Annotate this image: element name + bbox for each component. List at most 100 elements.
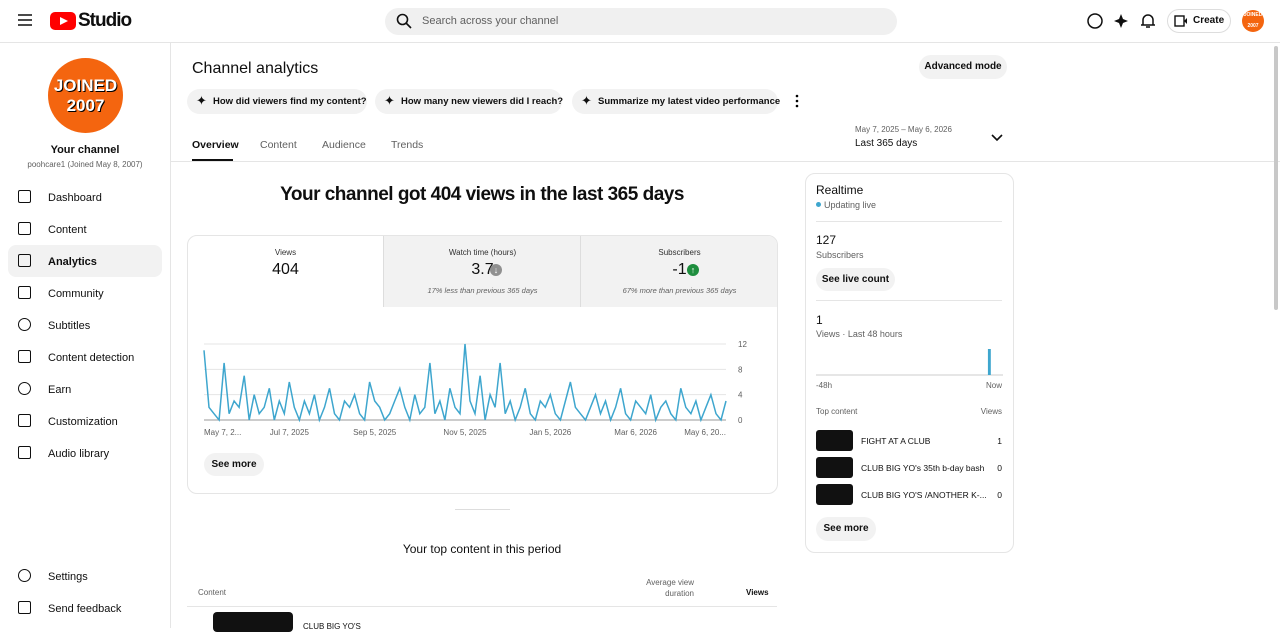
rt-row-title[interactable]: CLUB BIG YO'S /ANOTHER K-...	[861, 490, 987, 500]
page-title: Channel analytics	[192, 60, 319, 77]
metric-value: 3.7	[471, 261, 494, 278]
topbar	[0, 0, 1280, 43]
avatar-line: JOINED	[53, 76, 118, 95]
search-box[interactable]	[385, 8, 897, 35]
search-icon	[396, 13, 412, 29]
nav-icon	[18, 446, 31, 459]
date-range: May 7, 2025 – May 6, 2026	[855, 125, 952, 134]
prompt-label: Summarize my latest video performance	[598, 96, 781, 107]
tab[interactable]: Overview	[192, 139, 239, 151]
rt-row-views: 0	[997, 463, 1002, 473]
logo-icon[interactable]	[50, 12, 76, 30]
prompt-chip[interactable]	[572, 89, 778, 114]
channel-sub: poohcare1 (Joined May 8, 2007)	[27, 160, 143, 169]
more-icon[interactable]	[794, 94, 800, 108]
line-series	[203, 343, 727, 423]
nav-icon	[18, 318, 31, 331]
nav-item[interactable]: Send feedback	[48, 603, 122, 615]
scrollbar	[1274, 46, 1278, 310]
create-button[interactable]	[1167, 9, 1231, 33]
rt-row-title[interactable]: CLUB BIG YO's 35th b-day bash	[861, 463, 985, 473]
x-tick-label: May 6, 20...	[684, 428, 726, 437]
realtime-status: Updating live	[824, 200, 877, 210]
top-label: Top content	[816, 407, 858, 416]
sparkle: ✦	[196, 93, 207, 108]
tab[interactable]: Trends	[391, 139, 424, 151]
prompt-chip[interactable]	[187, 89, 367, 114]
create-icon	[1174, 15, 1187, 27]
date-label[interactable]: Last 365 days	[855, 138, 918, 149]
advanced-button[interactable]: Advanced mode	[919, 55, 1007, 79]
metric-value: -1	[672, 261, 687, 278]
rt-row-views: 1	[997, 436, 1002, 446]
header-icons[interactable]	[1087, 13, 1157, 31]
logo-text[interactable]: Studio	[78, 10, 132, 31]
channel-avatar	[48, 58, 123, 133]
date-chevron[interactable]	[991, 134, 1003, 142]
search-placeholder: Search across your channel	[422, 15, 559, 27]
nav-item[interactable]: Subtitles	[48, 320, 91, 332]
nav-icon	[18, 222, 31, 235]
divider	[816, 300, 1002, 301]
realtime-title: Realtime	[816, 183, 864, 197]
thumbnail[interactable]	[816, 430, 853, 451]
metric-label: Views	[274, 248, 297, 257]
metric-note: 67% more than previous 365 days	[622, 286, 737, 295]
prompt-chip[interactable]	[375, 89, 562, 114]
nav-item[interactable]: Analytics	[48, 256, 97, 268]
top-content-title: Your top content in this period	[402, 542, 562, 556]
y-tick-label: 0	[738, 416, 743, 425]
metric-divider	[383, 236, 384, 307]
divider	[816, 221, 1002, 222]
x-tick-label: Sep 5, 2025	[353, 428, 397, 437]
rt-bar	[987, 349, 991, 375]
nav-item[interactable]: Dashboard	[48, 192, 102, 204]
y-tick-label: 8	[738, 365, 743, 374]
nav-item[interactable]: Settings	[48, 571, 88, 583]
row-title[interactable]: CLUB BIG YO'S	[303, 622, 361, 631]
channel-title: Your channel	[50, 144, 120, 156]
prompt-label: How did viewers find my content?	[213, 96, 367, 107]
avatar[interactable]: JOINED 2007	[1242, 10, 1264, 32]
realtime-card	[805, 173, 1014, 553]
nav-item[interactable]: Content detection	[48, 352, 135, 364]
thumbnail[interactable]	[816, 484, 853, 505]
column-header: Average view duration	[646, 578, 694, 598]
menu-icon[interactable]	[18, 14, 32, 26]
live-count-button[interactable]: See live count	[816, 268, 895, 291]
rt-axis-start: -48h	[816, 381, 833, 390]
rt-row-title[interactable]: FIGHT AT A CLUB	[861, 436, 931, 446]
nav-item[interactable]: Audio library	[48, 448, 110, 460]
rt-see-more[interactable]: See more	[816, 517, 876, 541]
nav-item[interactable]: Community	[48, 288, 104, 300]
nav-item[interactable]: Customization	[48, 416, 118, 428]
thumbnail[interactable]	[816, 457, 853, 478]
metric-label: Watch time (hours)	[448, 248, 517, 257]
nav-item[interactable]: Content	[48, 224, 87, 236]
thumbnail[interactable]	[213, 612, 293, 632]
nav-icon	[18, 254, 31, 267]
prompt-label: How many new viewers did I reach?	[401, 96, 564, 107]
realtime-views-label: Views · Last 48 hours	[816, 329, 903, 339]
see-more-button[interactable]: See more	[204, 453, 264, 476]
sidebar-border	[170, 43, 171, 628]
column-header: Views	[746, 588, 769, 597]
subscriber-count: 127	[816, 233, 837, 247]
x-tick-label: Nov 5, 2025	[443, 428, 487, 437]
metric-arrow: ↑	[687, 264, 699, 276]
nav-item[interactable]: Earn	[48, 384, 72, 396]
rt-row-views: 0	[997, 490, 1002, 500]
avatar-text: JOINED 2007	[48, 76, 123, 116]
nav-icon	[18, 350, 31, 363]
create-label: Create	[1193, 15, 1225, 26]
tab[interactable]: Audience	[322, 139, 366, 151]
metric-note: 17% less than previous 365 days	[427, 286, 538, 295]
nav-icon	[18, 190, 31, 203]
tab[interactable]: Content	[260, 139, 297, 151]
rt-axis-end: Now	[985, 381, 1002, 390]
live-dot	[816, 202, 821, 207]
nav-icon	[18, 414, 31, 427]
sparkle: ✦	[384, 93, 395, 108]
tab-border	[171, 161, 1280, 162]
